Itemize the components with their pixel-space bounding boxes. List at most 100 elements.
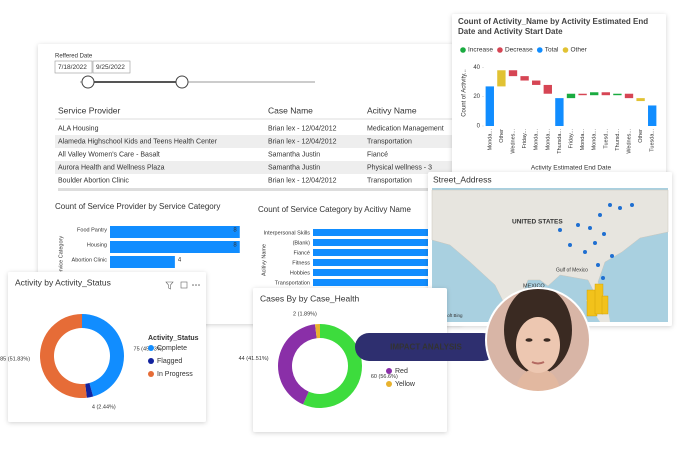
table-cell: Brian lex - 12/04/2012	[268, 138, 337, 145]
y-tick-label: (Blank)	[293, 240, 311, 246]
legend-label: Increase	[468, 47, 493, 54]
table-row-band	[55, 161, 458, 174]
waterfall-bar	[497, 70, 506, 87]
eye	[525, 338, 533, 342]
x-tick-label: Monda...	[592, 129, 598, 151]
chart-title: Cases By by Case_Health	[260, 293, 359, 303]
data-label: 44 (41.51%)	[239, 356, 269, 362]
waterfall-bar	[555, 98, 564, 126]
x-tick-label: Friday...	[568, 129, 574, 149]
table-header: Acitivy Name	[367, 105, 417, 115]
data-label: 8	[233, 228, 237, 234]
chart-title: Count of Service Category by Acitivy Nam…	[258, 205, 411, 214]
waterfall-bar	[613, 93, 622, 96]
waterfall-bar	[590, 92, 599, 96]
legend-label: In Progress	[157, 371, 193, 378]
waterfall-bar	[508, 70, 518, 77]
badge[interactable]	[355, 333, 497, 361]
x-tick-label: Wednes...	[626, 129, 632, 154]
map-point	[588, 226, 592, 230]
waterfall-bar	[532, 80, 541, 85]
face	[516, 317, 560, 373]
x-tick-label: Other	[499, 129, 505, 143]
data-label: 2 (1.89%)	[293, 312, 317, 318]
table-cell: All Valley Women's Care - Basalt	[58, 151, 160, 158]
focus-icon	[180, 281, 188, 289]
mouth	[531, 361, 545, 365]
waterfall-bar	[485, 86, 494, 126]
waterfall-bar	[636, 98, 645, 102]
legend-label: Yellow	[395, 381, 416, 388]
donut-slice	[82, 314, 124, 397]
slider-handle	[175, 75, 189, 89]
y-axis-label: Count of Activity...	[462, 69, 468, 117]
table-cell: Aurora Health and Wellness Plaza	[58, 164, 165, 171]
map-label: MEXICO	[523, 283, 545, 289]
table-cell: Alameda Highschool Kids and Teens Health…	[58, 138, 218, 145]
donut-slice	[303, 324, 362, 408]
donut-slice	[40, 314, 87, 398]
map-point	[602, 232, 606, 236]
y-tick-label: Hobbies	[290, 270, 310, 276]
legend-label: Red	[395, 368, 408, 375]
data-label: 4 (2.44%)	[92, 405, 116, 411]
x-tick-label: Tuesd...	[603, 129, 609, 149]
map-point	[608, 203, 612, 207]
map-column	[601, 295, 609, 315]
waterfall-bar	[520, 76, 529, 81]
map-point	[630, 203, 634, 207]
x-tick-label: Monda...	[534, 129, 540, 151]
card	[452, 14, 666, 180]
y-tick-label: 40	[473, 65, 480, 71]
waterfall-bar	[578, 93, 587, 96]
table-cell: Boulder Abortion Clinic	[58, 177, 129, 184]
bar	[313, 239, 430, 246]
chart-title: Activity by Activity_Status	[15, 277, 111, 287]
table-cell: Brian lex - 12/04/2012	[268, 177, 337, 184]
bar	[110, 256, 175, 268]
neck	[516, 368, 560, 392]
portrait-ring	[485, 287, 591, 393]
legend-label: Complete	[157, 345, 187, 352]
y-tick-label: Housing	[87, 242, 107, 248]
legend-label: Flagged	[157, 358, 182, 365]
waterfall-bar	[566, 93, 576, 99]
y-tick-label: Abortion Clinic	[72, 257, 108, 263]
donut-slice	[85, 382, 94, 398]
date-end: 9/25/2022	[96, 64, 125, 71]
y-axis-label: Service Category	[58, 236, 64, 278]
donut-slice	[315, 324, 320, 339]
bar	[313, 259, 430, 266]
table-cell: Samantha Justin	[268, 164, 320, 171]
x-tick-label: Friday...	[522, 129, 528, 149]
badge-label: IMPACT ANALYSIS	[390, 343, 462, 352]
slider-handle	[81, 75, 95, 89]
more-icon	[198, 284, 200, 286]
date-box	[92, 60, 131, 74]
legend-swatch	[386, 381, 392, 387]
y-tick-label: Food Pantry	[77, 227, 107, 233]
date-filter-label: Reffered Date	[55, 54, 93, 60]
table-cell: Transportation	[367, 177, 412, 184]
map-label: UNITED STATES	[512, 219, 563, 226]
bar	[313, 249, 430, 256]
portrait	[486, 288, 590, 392]
map-point	[558, 228, 562, 232]
map-label: Gulf of Mexico	[556, 267, 588, 273]
table-header: Service Provider	[58, 105, 121, 115]
bar	[110, 241, 240, 253]
legend-label: Total	[545, 47, 559, 54]
scrollbar	[58, 188, 438, 191]
y-tick-label: Interpersonal Skills	[264, 230, 311, 236]
chart-title-box: Count of Service Provider by Service Cat…	[55, 202, 220, 211]
bar	[110, 226, 240, 238]
waterfall-bar	[624, 93, 634, 99]
date-box	[54, 60, 93, 74]
table-cell: Physical wellness - 3	[367, 164, 432, 171]
bar	[313, 269, 430, 276]
eye	[543, 338, 551, 342]
legend-swatch	[460, 47, 466, 53]
more-icon	[192, 284, 194, 286]
x-tick-label: Thursda...	[557, 129, 563, 154]
legend-title: Activity_Status	[148, 335, 199, 342]
